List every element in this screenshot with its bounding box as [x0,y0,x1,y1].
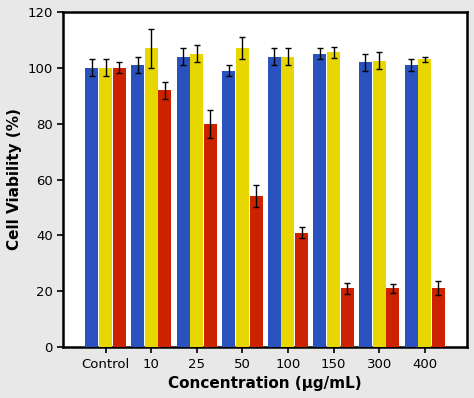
Bar [404,65,418,347]
Bar [158,90,172,347]
Bar [432,289,445,347]
Bar [190,54,203,347]
Bar [131,65,144,347]
Bar [386,289,399,347]
Bar [222,70,235,347]
Y-axis label: Cell Viability (%): Cell Viability (%) [7,109,22,250]
Bar [373,61,386,347]
Bar [177,57,190,347]
Bar [268,57,281,347]
Bar [99,68,112,347]
Bar [418,59,431,347]
Bar [236,48,249,347]
Bar [249,196,263,347]
Bar [204,124,217,347]
Bar [313,54,327,347]
Bar [327,53,340,347]
Bar [359,62,372,347]
Bar [341,289,354,347]
X-axis label: Concentration (μg/mL): Concentration (μg/mL) [168,376,362,391]
Bar [113,68,126,347]
Bar [145,48,158,347]
Bar [85,68,99,347]
Bar [295,232,308,347]
Bar [282,57,294,347]
